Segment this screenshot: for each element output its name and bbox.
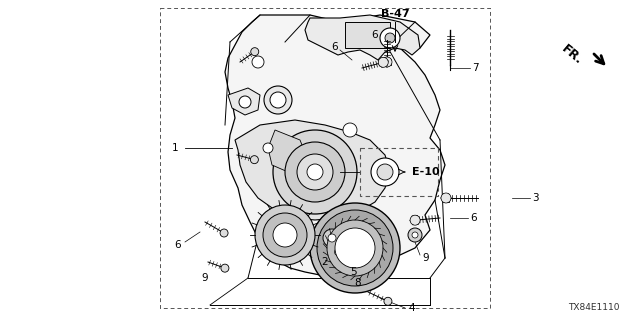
Text: 6: 6: [372, 30, 378, 40]
Circle shape: [297, 154, 333, 190]
Circle shape: [323, 229, 341, 247]
Circle shape: [343, 123, 357, 137]
Circle shape: [220, 229, 228, 237]
Text: TX84E1110: TX84E1110: [568, 303, 620, 313]
Circle shape: [273, 223, 297, 247]
Text: 3: 3: [532, 193, 539, 203]
Circle shape: [378, 57, 388, 67]
Circle shape: [264, 86, 292, 114]
Circle shape: [263, 213, 307, 257]
Polygon shape: [268, 130, 310, 175]
Circle shape: [380, 28, 400, 48]
Circle shape: [327, 220, 383, 276]
Text: 6: 6: [470, 213, 477, 223]
Circle shape: [441, 193, 451, 203]
Circle shape: [331, 245, 345, 259]
Circle shape: [307, 164, 323, 180]
Circle shape: [251, 48, 259, 56]
Polygon shape: [345, 22, 390, 48]
Text: 9: 9: [202, 273, 208, 283]
Circle shape: [328, 234, 336, 242]
Text: E-10: E-10: [412, 167, 440, 177]
Text: 6: 6: [332, 42, 339, 52]
Circle shape: [371, 158, 399, 186]
Circle shape: [273, 130, 357, 214]
Circle shape: [384, 297, 392, 305]
Circle shape: [335, 249, 342, 255]
Circle shape: [377, 164, 393, 180]
Circle shape: [250, 156, 259, 164]
Polygon shape: [235, 120, 390, 220]
Circle shape: [310, 203, 400, 293]
Circle shape: [252, 56, 264, 68]
Circle shape: [221, 264, 229, 272]
Circle shape: [335, 228, 375, 268]
Circle shape: [317, 210, 393, 286]
Polygon shape: [305, 15, 420, 60]
Polygon shape: [228, 88, 260, 115]
Circle shape: [410, 215, 420, 225]
Circle shape: [239, 96, 251, 108]
Text: 9: 9: [422, 253, 429, 263]
Circle shape: [382, 57, 392, 67]
Circle shape: [255, 205, 315, 265]
Polygon shape: [225, 15, 445, 275]
Text: 7: 7: [472, 63, 479, 73]
Text: 2: 2: [322, 257, 328, 267]
Text: 6: 6: [175, 240, 181, 250]
Text: 5: 5: [350, 267, 356, 277]
Circle shape: [412, 232, 418, 238]
Circle shape: [285, 142, 345, 202]
Circle shape: [263, 143, 273, 153]
Text: FR.: FR.: [559, 43, 585, 68]
Circle shape: [385, 33, 395, 43]
Text: 8: 8: [355, 278, 362, 288]
Text: 4: 4: [408, 303, 415, 313]
Text: B-47: B-47: [381, 9, 410, 19]
Circle shape: [270, 92, 286, 108]
Text: 1: 1: [172, 143, 179, 153]
Circle shape: [408, 228, 422, 242]
